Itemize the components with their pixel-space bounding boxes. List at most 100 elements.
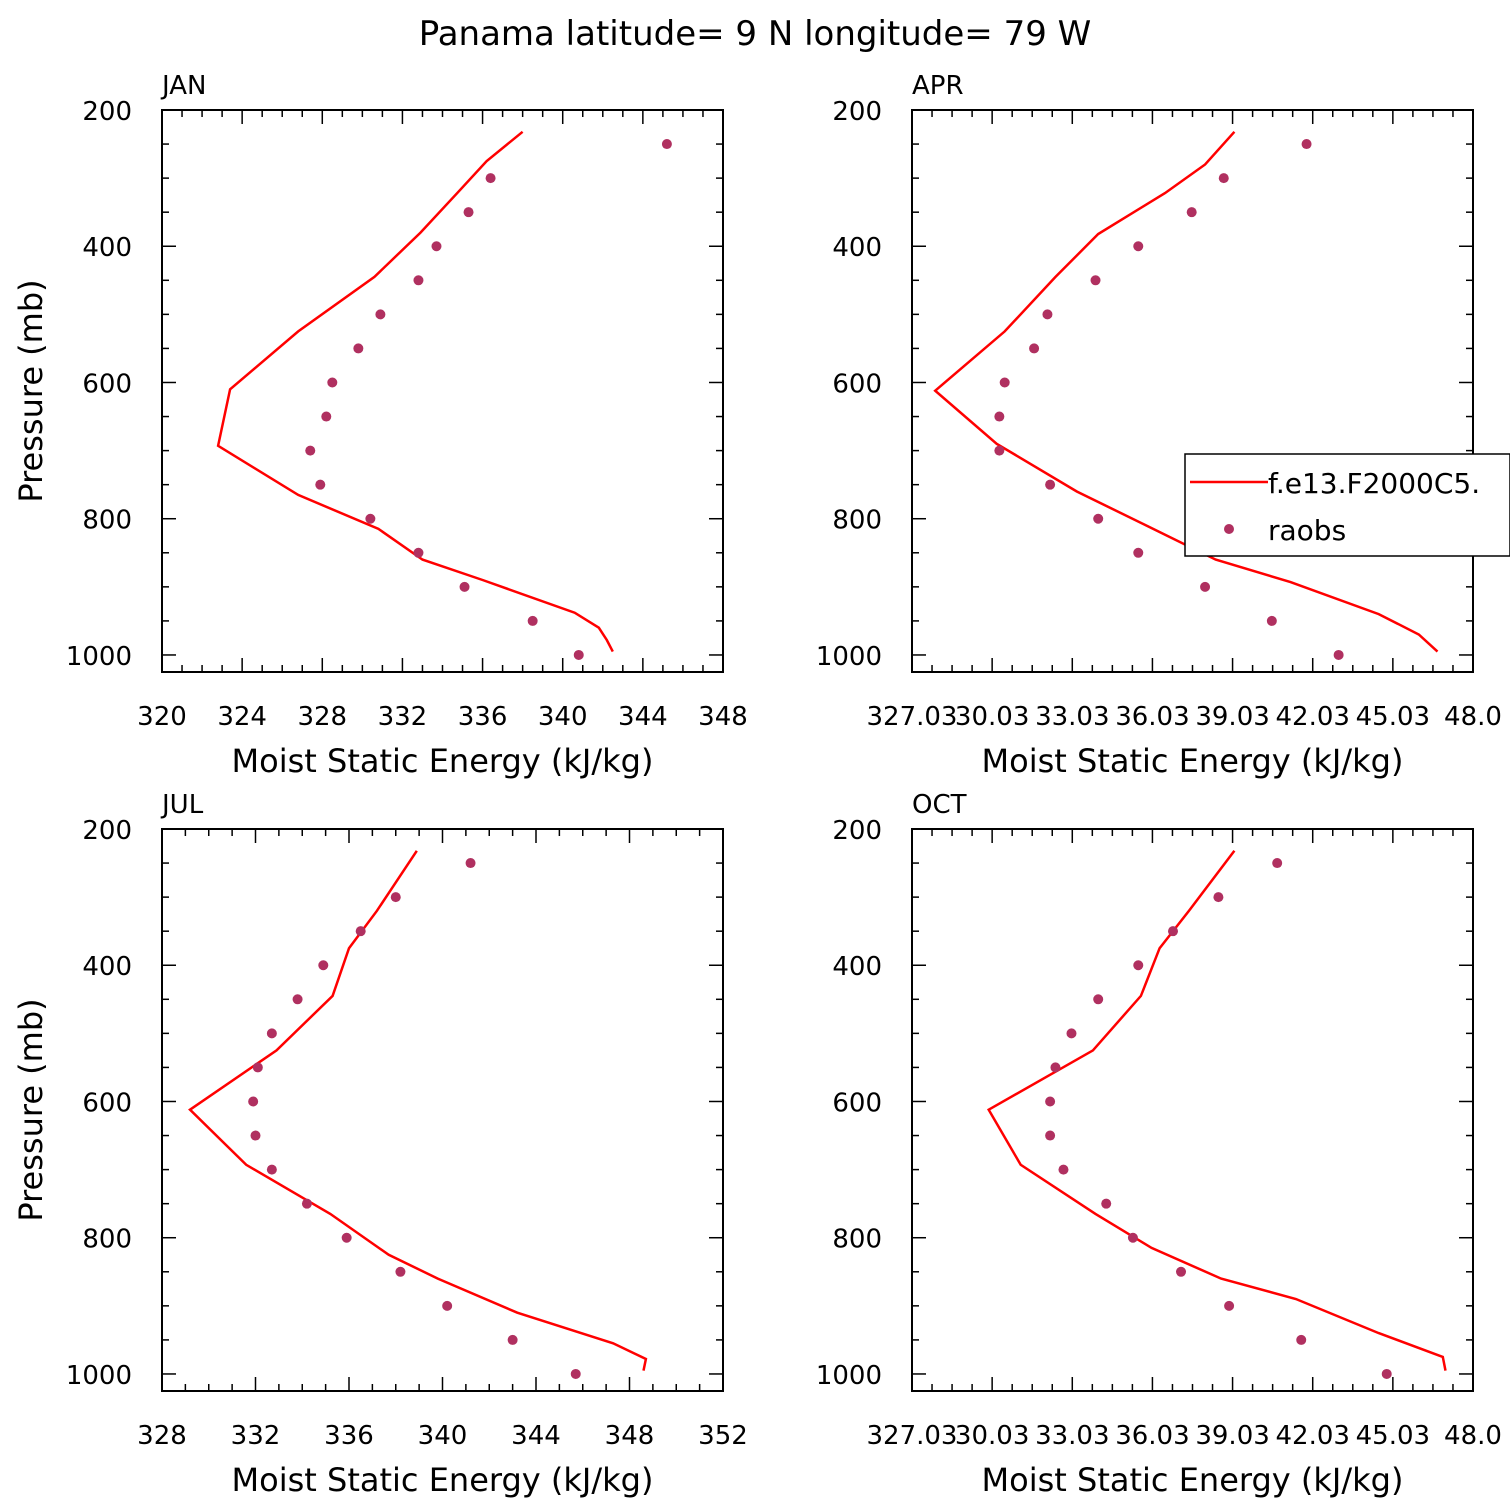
raobs-point [1066,1028,1077,1039]
raobs-point [315,479,326,490]
y-tick-label: 800 [82,1225,132,1255]
legend: f.e13.F2000C5. raobs [1184,453,1510,557]
legend-dot-swatch [1224,524,1234,534]
x-tick-label: 30.03 [955,702,1029,732]
raobs-point [266,1164,277,1175]
panel-jul: JUL 328 332 336 340 344 348 352 200 400 600 800 1000… [12,790,748,1499]
raobs-point [266,1028,277,1039]
model-line [933,130,1439,653]
raobs-point [1045,1096,1056,1107]
y-tick-label: 400 [832,233,882,263]
x-tick-label: 348 [698,702,748,732]
x-tick-label: 348 [605,1421,655,1451]
raobs-point [527,615,538,626]
y-tick-label: 600 [82,1088,132,1118]
x-axis-label: Moist Static Energy (kJ/kg) [982,742,1404,780]
raobs-point [1042,309,1053,320]
raobs-point [1333,649,1344,660]
plot-frame [911,828,1474,1392]
y-tick-label: 400 [832,952,882,982]
raobs-point [1050,1062,1061,1073]
x-tick-label: 332 [378,702,428,732]
y-axis-label: Pressure (mb) [12,998,50,1221]
raobs-point [1093,513,1104,524]
x-tick-label: 336 [324,1421,374,1451]
raobs-point [463,207,474,218]
x-tick-label: 33.03 [1035,1421,1109,1451]
y-tick-label: 600 [832,1088,882,1118]
x-tick-label: 42.03 [1275,702,1349,732]
raobs-point [375,309,386,320]
raobs-point [1093,994,1104,1005]
y-tick-label: 400 [82,952,132,982]
raobs-point [1167,926,1178,937]
raobs-point [1058,1164,1069,1175]
raobs-point [1296,1334,1307,1345]
raobs-point [442,1300,453,1311]
x-tick-label: 336 [458,702,508,732]
x-tick-label: 33.03 [1035,702,1109,732]
panel-title: APR [912,71,964,101]
y-tick-label: 200 [832,97,882,127]
model-line [188,850,648,1371]
x-tick-label: 39.03 [1195,1421,1269,1451]
x-tick-label: 340 [538,702,588,732]
y-tick-label: 800 [82,506,132,536]
x-tick-label: 352 [698,1421,748,1451]
y-tick-label: 200 [82,97,132,127]
x-tick-label: 36.03 [1115,1421,1189,1451]
raobs-point [301,1198,312,1209]
raobs-point [1266,615,1277,626]
panel-title: OCT [912,790,967,820]
x-tick-label: 48.0 [1444,1421,1502,1451]
raobs-point [1133,960,1144,971]
x-tick-label: 320 [137,702,187,732]
raobs-point [994,411,1005,422]
plot-frame [911,109,1474,673]
x-tick-label: 30.03 [955,1421,1029,1451]
raobs-point [341,1232,352,1243]
raobs-point [570,1368,581,1379]
raobs-point [318,960,329,971]
y-tick-label: 1000 [66,642,132,672]
y-tick-label: 800 [832,1225,882,1255]
raobs-point [1176,1266,1187,1277]
raobs-point [1029,343,1040,354]
raobs-point [327,377,338,388]
x-axis-label: Moist Static Energy (kJ/kg) [232,742,654,780]
raobs-point [413,547,424,558]
x-tick-label: 344 [618,702,668,732]
raobs-point [1224,1300,1235,1311]
panel-title: JUL [160,790,204,820]
raobs-point [1133,241,1144,252]
model-line [216,130,614,653]
raobs-point [994,445,1005,456]
raobs-point [507,1334,518,1345]
x-tick-label: 332 [231,1421,281,1451]
raobs-point [431,241,442,252]
plot-frame [161,109,724,673]
x-axis-label: Moist Static Energy (kJ/kg) [982,1461,1404,1499]
y-tick-label: 200 [82,816,132,846]
x-tick-label: 36.03 [1115,702,1189,732]
model-line [986,850,1447,1371]
panel-jan: JAN 320 324 328 332 336 340 344 348 200 400 600 800 1… [12,71,748,780]
y-tick-label: 1000 [66,1361,132,1391]
raobs-point [1213,892,1224,903]
x-tick-label: 327.03 [867,702,958,732]
x-tick-label: 328 [137,1421,187,1451]
x-tick-label: 327.03 [867,1421,958,1451]
raobs-point [1127,1232,1138,1243]
x-tick-label: 42.03 [1275,1421,1349,1451]
x-tick-label: 324 [217,702,267,732]
raobs-point [305,445,316,456]
raobs-point [465,858,476,869]
x-tick-label: 45.03 [1356,702,1430,732]
raobs-point [1045,479,1056,490]
x-tick-label: 328 [297,702,347,732]
raobs-point [248,1096,259,1107]
raobs-point [1272,858,1283,869]
